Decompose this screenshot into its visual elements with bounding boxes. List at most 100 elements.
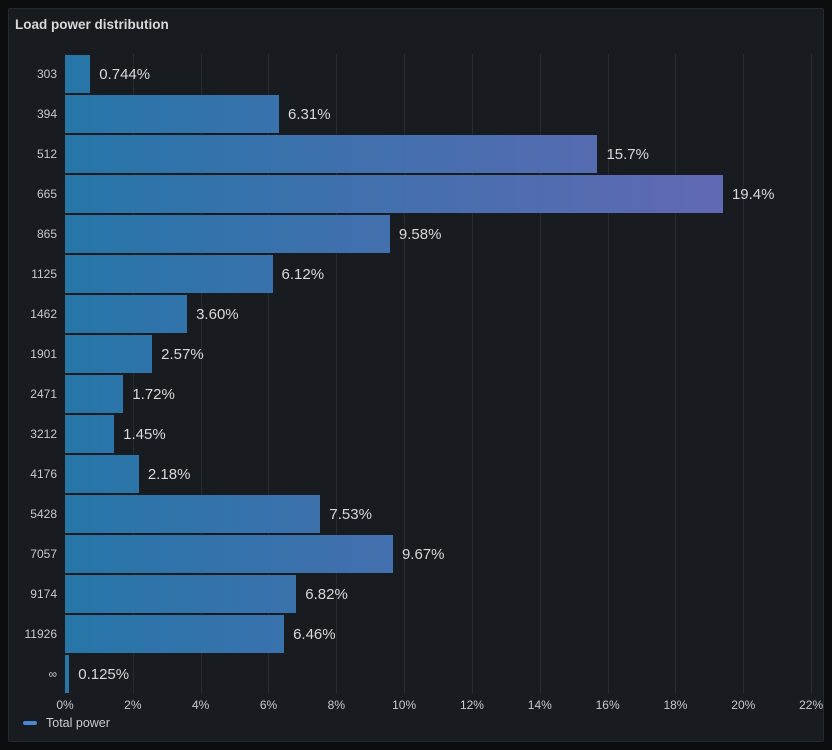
x-axis-tick-label: 16% <box>595 698 620 712</box>
category-label: 7057 <box>30 547 57 561</box>
bar <box>65 575 297 613</box>
category-label: 5428 <box>30 507 57 521</box>
bar-value-label: 1.72% <box>132 386 175 403</box>
bar <box>65 55 91 93</box>
category-label: 2471 <box>30 387 57 401</box>
bar <box>65 455 139 493</box>
category-label: 303 <box>36 67 57 81</box>
bar-track: 15.7% <box>65 134 823 174</box>
bar <box>65 655 70 693</box>
bar <box>65 255 273 293</box>
bar-value-label: 9.58% <box>398 226 442 243</box>
bar <box>65 175 723 213</box>
x-axis-tick-label: 4% <box>191 698 210 712</box>
x-axis-tick-label: 6% <box>259 698 278 712</box>
bar-row: 665 19.4% <box>9 174 823 214</box>
category-label: ∞ <box>48 667 57 681</box>
bar-track: 0.744% <box>65 54 823 94</box>
bar-track: 6.46% <box>65 614 823 654</box>
bar-row: 1125 6.12% <box>9 254 823 294</box>
bar-row: 303 0.744% <box>9 54 823 94</box>
bar-track: 1.72% <box>65 374 823 414</box>
legend-series-marker <box>23 721 37 725</box>
bar-track: 9.67% <box>65 534 823 574</box>
category-label: 512 <box>36 147 57 161</box>
category-label: 9174 <box>30 587 57 601</box>
bar-value-label: 6.31% <box>288 106 331 123</box>
x-axis-tick-label: 12% <box>459 698 484 712</box>
bar-track: 9.58% <box>65 214 823 254</box>
bar <box>65 135 598 173</box>
category-label: 865 <box>36 227 57 241</box>
bar-value-label: 6.46% <box>293 626 336 643</box>
category-label: 1125 <box>31 267 57 281</box>
bar-row: 512 15.7% <box>9 134 823 174</box>
bar-row: 4176 2.18% <box>9 454 823 494</box>
bar <box>65 215 390 253</box>
category-label: 4176 <box>30 467 57 481</box>
bar-value-label: 2.57% <box>161 346 204 363</box>
bar-row: 7057 9.67% <box>9 534 823 574</box>
bar <box>65 535 393 573</box>
bar-row: 5428 7.53% <box>9 494 823 534</box>
bar-value-label: 6.12% <box>281 266 325 283</box>
category-label: 665 <box>36 187 57 201</box>
bar <box>65 415 115 453</box>
x-axis: 0% 2% 4% 6% 8% 10% 12% 14% 16% 18% 20% 22% <box>56 698 824 714</box>
bar-track: 7.53% <box>65 494 823 534</box>
bar-value-label: 0.744% <box>99 66 151 83</box>
category-label: 1901 <box>30 347 57 361</box>
bar <box>65 295 188 333</box>
bar-row: 3212 1.45% <box>9 414 823 454</box>
legend-item-label: Total power <box>46 716 110 730</box>
bar-track: 2.18% <box>65 454 823 494</box>
bar-row: 865 9.58% <box>9 214 823 254</box>
bar-value-label: 19.4% <box>731 186 775 203</box>
x-axis-tick-label: 14% <box>527 698 552 712</box>
bar-value-label: 9.67% <box>401 546 445 563</box>
bar-row: 394 6.31% <box>9 94 823 134</box>
bar-row: 2471 1.72% <box>9 374 823 414</box>
x-axis-tick-label: 2% <box>124 698 142 712</box>
bar-track: 1.45% <box>65 414 823 454</box>
bar-track: 6.31% <box>65 94 823 134</box>
bar-row: 1462 3.60% <box>9 294 823 334</box>
bar-value-label: 2.18% <box>147 466 191 483</box>
bar-chart: 303 0.744% 394 6.31% 512 15.7% 665 19.4% 865 9.58… <box>9 54 823 694</box>
bar-track: 2.57% <box>65 334 823 374</box>
bar-value-label: 0.125% <box>78 666 130 683</box>
bar-row: 1901 2.57% <box>9 334 823 374</box>
x-axis-tick-label: 20% <box>731 698 756 712</box>
panel-title[interactable]: Load power distribution <box>15 17 169 32</box>
bar-row: ∞ 0.125% <box>9 654 823 694</box>
bar-value-label: 3.60% <box>196 306 239 323</box>
x-axis-tick-label: 8% <box>327 698 345 712</box>
category-label: 3212 <box>30 427 57 441</box>
legend-item-total-power[interactable]: Total power <box>23 715 110 731</box>
bar <box>65 335 153 373</box>
x-axis-tick-label: 22% <box>799 698 824 712</box>
bar-value-label: 6.82% <box>305 586 348 603</box>
bar <box>65 615 285 653</box>
bar-track: 6.82% <box>65 574 823 614</box>
bar-row: 11926 6.46% <box>9 614 823 654</box>
x-axis-tick-label: 10% <box>392 698 417 712</box>
x-axis-tick-label: 18% <box>663 698 688 712</box>
bar-track: 3.60% <box>65 294 823 334</box>
grafana-panel: Load power distribution 303 0.744% 394 6.31… <box>8 8 824 742</box>
bar-value-label: 1.45% <box>123 426 166 443</box>
bar-track: 19.4% <box>65 174 823 214</box>
bar-value-label: 15.7% <box>606 146 649 163</box>
bar-value-label: 7.53% <box>329 506 372 523</box>
bar-track: 6.12% <box>65 254 823 294</box>
category-label: 394 <box>36 107 57 121</box>
bar <box>65 95 279 133</box>
bar-rows: 303 0.744% 394 6.31% 512 15.7% 665 19.4% 865 9.58… <box>9 54 823 694</box>
bar <box>65 495 321 533</box>
bar-track: 0.125% <box>65 654 823 694</box>
bar-row: 9174 6.82% <box>9 574 823 614</box>
legend: Total power <box>23 713 815 733</box>
category-label: 11926 <box>24 627 57 641</box>
bar <box>65 375 124 413</box>
x-axis-tick-label: 0% <box>56 698 74 712</box>
